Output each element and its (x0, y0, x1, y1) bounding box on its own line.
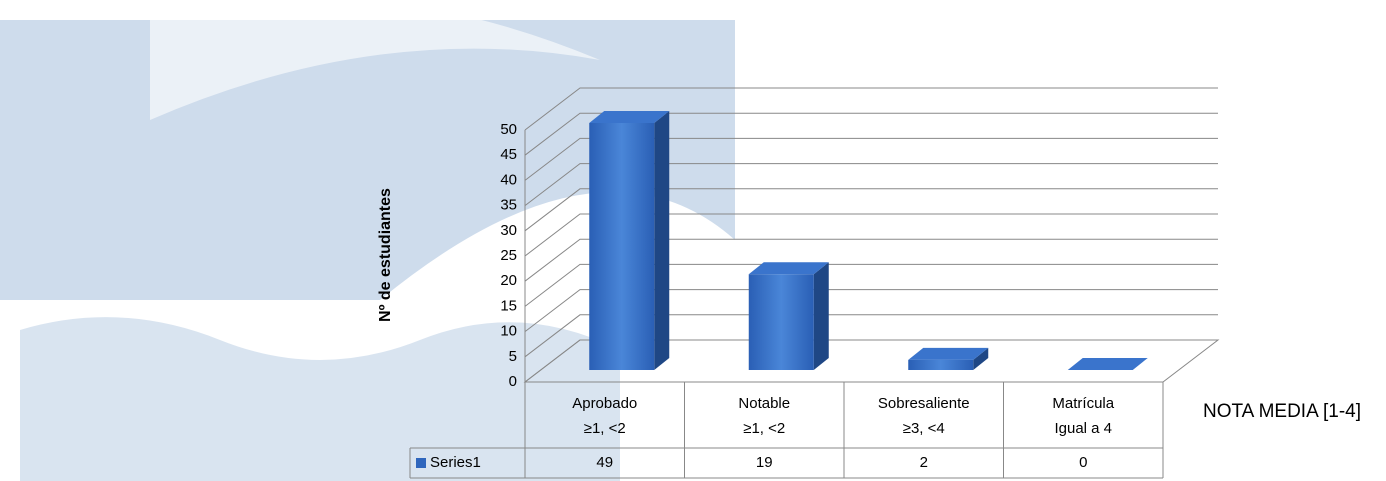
grid-line (524, 188, 1218, 232)
grid-line (524, 137, 1218, 181)
bar (748, 262, 829, 370)
y-tick-label: 15 (500, 297, 517, 314)
bar-face (589, 123, 655, 370)
bar-face (1067, 358, 1148, 370)
grid-line (524, 263, 1218, 307)
grid-line (524, 163, 1218, 206)
y-tick-label: 25 (500, 247, 517, 264)
bar (908, 347, 989, 370)
grid-line (524, 213, 1218, 257)
grid-line (524, 112, 1218, 156)
bar-face (973, 347, 989, 370)
y-tick-label: 30 (500, 222, 517, 239)
bar-face (813, 262, 829, 370)
watermark (0, 20, 735, 481)
bar-face (589, 111, 670, 124)
bar-face (908, 359, 974, 370)
bar (1067, 358, 1148, 370)
x-axis-label: NOTA MEDIA [1-4] (1203, 401, 1361, 422)
x-tick-label: Igual a 4 (1054, 420, 1112, 437)
bar-face (908, 347, 989, 360)
table-value: 2 (920, 454, 928, 471)
x-tick-label: ≥1, <2 (743, 420, 785, 437)
bar-face (654, 111, 670, 370)
x-tick-label: Aprobado (572, 395, 637, 412)
y-tick-label: 40 (500, 171, 517, 188)
y-tick-label: 20 (500, 272, 517, 289)
table-value: 0 (1079, 454, 1087, 471)
y-tick-label: 50 (500, 121, 517, 138)
grid-line (524, 238, 1218, 282)
y-tick-label: 35 (500, 197, 517, 214)
legend-key (416, 458, 426, 468)
x-tick-label: Notable (738, 395, 790, 412)
x-tick-label: ≥3, <4 (903, 420, 945, 437)
bar-face (748, 262, 829, 275)
y-axis-label: Nº de estudiantes (377, 188, 394, 322)
grid-line (524, 339, 1218, 383)
y-tick-label: 10 (500, 323, 517, 340)
bar (589, 111, 670, 370)
y-tick-label: 5 (509, 348, 517, 365)
y-tick-label: 0 (509, 373, 517, 390)
grid-line (524, 87, 1218, 131)
grid-line (524, 289, 1218, 332)
y-tick-label: 45 (500, 146, 517, 163)
table-value: 19 (756, 454, 773, 471)
x-tick-label: Matrícula (1052, 395, 1114, 412)
legend-label: Series1 (430, 454, 481, 471)
table-value: 49 (596, 454, 613, 471)
grid-line (524, 314, 1218, 358)
x-tick-label: Sobresaliente (878, 395, 970, 412)
x-tick-label: ≥1, <2 (584, 420, 626, 437)
bar-face (748, 274, 814, 370)
